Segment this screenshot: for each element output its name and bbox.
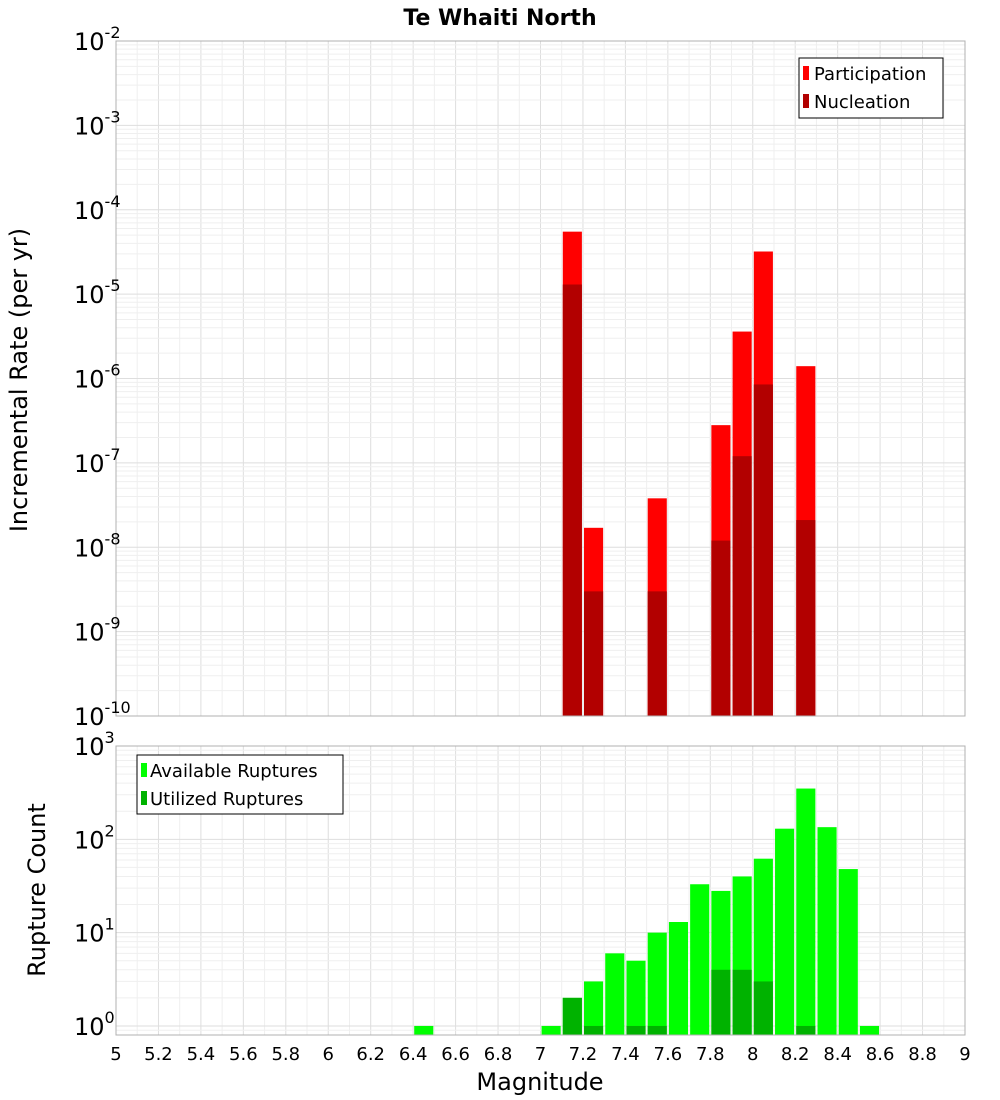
count-bar-s2 <box>732 969 752 1035</box>
rate-y-tick-label: 10-3 <box>74 107 121 140</box>
x-tick-label: 7 <box>535 1044 546 1065</box>
rate-legend-box <box>798 57 944 119</box>
count-bar-s2 <box>647 1025 667 1035</box>
count-bars <box>414 788 880 1035</box>
count-bar-s1 <box>626 960 646 1035</box>
rate-y-tick-label: 10-8 <box>74 529 121 562</box>
rate-bar-s2 <box>753 384 773 716</box>
rate-y-ticks: 10-10 10-9 10-8 10-7 10-6 10-5 10-4 10-3 10-2 <box>74 23 131 731</box>
count-bar-s1 <box>668 922 689 1035</box>
x-tick-label: 5 <box>110 1044 121 1065</box>
rate-y-tick-label: 10-6 <box>74 361 121 394</box>
legend-label-utilized: Utilized Ruptures <box>150 789 303 810</box>
x-tick-label: 8.8 <box>908 1044 937 1065</box>
legend-label-nucleation: Nucleation <box>814 92 910 113</box>
rate-bars <box>562 231 816 716</box>
legend-swatch-available <box>141 763 147 777</box>
rate-y-axis-label: Incremental Rate (per yr) <box>5 228 33 532</box>
x-tick-label: 5.4 <box>187 1044 216 1065</box>
x-tick-label: 7.6 <box>654 1044 683 1065</box>
count-bar-s2 <box>711 969 731 1035</box>
rate-bar-s2 <box>584 591 604 716</box>
x-tick-label: 6 <box>323 1044 334 1065</box>
x-tick-label: 6.6 <box>441 1044 470 1065</box>
legend-label-available: Available Ruptures <box>150 761 318 782</box>
count-y-tick-label: 103 <box>74 728 115 761</box>
count-bar-s1 <box>796 788 816 1035</box>
count-panel: 100 101 102 103 5 5.2 5.4 5.6 5.8 6 6.2 6.4 6.6 6.8 7… <box>23 728 971 1096</box>
count-legend: Available Ruptures Utilized Ruptures <box>136 754 344 815</box>
count-bar-s2 <box>562 997 582 1035</box>
legend-swatch-nucleation <box>803 94 809 108</box>
x-tick-label: 6.2 <box>356 1044 385 1065</box>
rate-grid <box>115 40 966 717</box>
count-y-tick-label: 102 <box>74 821 115 854</box>
count-bar-s1 <box>859 1025 880 1035</box>
x-tick-label: 5.6 <box>229 1044 258 1065</box>
count-bar-s2 <box>796 1025 816 1035</box>
count-bar-s1 <box>838 869 858 1035</box>
count-y-axis-label: Rupture Count <box>23 803 51 977</box>
rate-y-tick-label: 10-9 <box>74 614 121 647</box>
count-bar-s1 <box>817 827 837 1035</box>
count-y-ticks: 100 101 102 103 <box>74 728 115 1041</box>
x-tick-label: 7.2 <box>569 1044 598 1065</box>
x-tick-label: 5.8 <box>271 1044 300 1065</box>
rate-bar-s2 <box>562 284 582 716</box>
chart-title: Te Whaiti North <box>403 6 596 31</box>
rate-y-tick-label: 10-2 <box>74 23 121 56</box>
x-tick-label: 6.4 <box>399 1044 428 1065</box>
rate-bar-s2 <box>732 456 752 716</box>
count-bar-s1 <box>541 1025 561 1035</box>
rate-plot-frame <box>115 40 966 717</box>
x-tick-label: 7.8 <box>696 1044 725 1065</box>
x-tick-label: 7.4 <box>611 1044 640 1065</box>
count-y-tick-label: 100 <box>74 1008 115 1041</box>
rate-bar-s2 <box>647 591 667 716</box>
rate-bar-s2 <box>796 520 816 716</box>
rate-bar-s2 <box>711 540 731 716</box>
count-bar-s2 <box>584 1025 604 1035</box>
x-tick-label: 9 <box>959 1044 970 1065</box>
rate-legend: Participation Nucleation <box>798 57 944 119</box>
x-tick-label: 8.4 <box>823 1044 852 1065</box>
legend-swatch-utilized <box>141 791 147 805</box>
legend-swatch-participation <box>803 66 809 80</box>
count-bar-s1 <box>414 1025 434 1035</box>
count-bar-s2 <box>753 981 773 1035</box>
rate-y-tick-label: 10-5 <box>74 276 121 309</box>
rate-y-tick-label: 10-7 <box>74 445 121 478</box>
count-plot-frame <box>115 745 966 1036</box>
x-tick-label: 8.6 <box>866 1044 895 1065</box>
x-axis-label: Magnitude <box>476 1068 603 1096</box>
x-tick-label: 8.2 <box>781 1044 810 1065</box>
count-bar-s1 <box>647 932 667 1035</box>
x-tick-label: 5.2 <box>144 1044 173 1065</box>
rate-y-tick-label: 10-4 <box>74 192 121 225</box>
rate-y-tick-label: 10-10 <box>74 698 131 731</box>
x-tick-label: 8 <box>747 1044 758 1065</box>
x-ticks: 5 5.2 5.4 5.6 5.8 6 6.2 6.4 6.6 6.8 7 7.2 7.4 7.6 7.8 8… <box>110 1044 970 1065</box>
count-bar-s1 <box>690 884 710 1035</box>
x-tick-label: 6.8 <box>484 1044 513 1065</box>
legend-label-participation: Participation <box>814 64 926 85</box>
count-bar-s1 <box>605 953 625 1035</box>
rate-panel: 10-10 10-9 10-8 10-7 10-6 10-5 10-4 10-3 10-2 In… <box>5 23 966 731</box>
count-y-tick-label: 101 <box>74 915 115 948</box>
count-bar-s1 <box>584 981 604 1035</box>
count-bar-s2 <box>626 1025 646 1035</box>
count-legend-box <box>136 754 344 815</box>
count-bar-s1 <box>775 828 795 1035</box>
